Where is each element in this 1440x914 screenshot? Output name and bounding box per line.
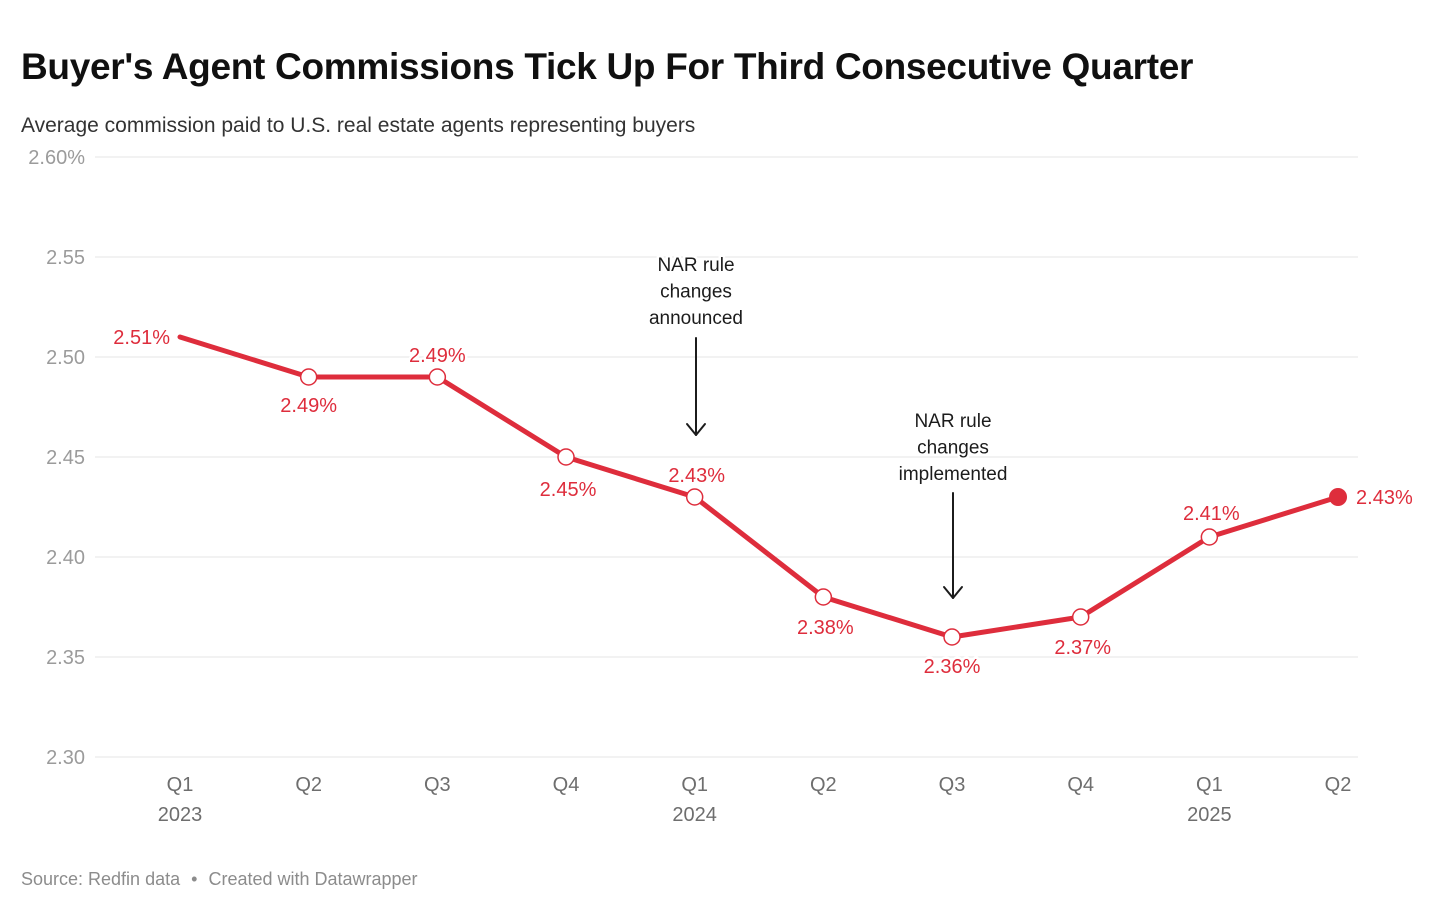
- data-point-label: 2.36%: [924, 656, 981, 678]
- y-axis-tick-label: 2.45: [46, 447, 85, 469]
- data-point-label: 2.43%: [668, 465, 725, 487]
- annotation-text: changes: [660, 282, 732, 303]
- x-axis-quarter-label: Q1: [167, 774, 194, 796]
- x-axis-year-label: 2025: [1187, 804, 1232, 826]
- page-title: Buyer's Agent Commissions Tick Up For Th…: [21, 45, 1194, 87]
- annotation-arrowhead: [943, 586, 963, 599]
- data-point-label: 2.51%: [113, 327, 170, 349]
- data-point-marker: [1200, 528, 1219, 546]
- data-point-label: 2.37%: [1054, 637, 1111, 659]
- annotation-text: announced: [649, 308, 743, 329]
- y-axis-tick-label: 2.35: [46, 647, 85, 669]
- page-subtitle: Average commission paid to U.S. real est…: [21, 114, 696, 137]
- footer-separator: •: [191, 869, 198, 889]
- x-axis-quarter-label: Q4: [553, 774, 580, 796]
- y-axis-tick-label: 2.30: [46, 747, 85, 769]
- x-axis-quarter-label: Q3: [424, 774, 451, 796]
- data-point-marker: [685, 488, 704, 506]
- x-axis-year-label: 2023: [158, 804, 203, 826]
- annotation-text: NAR rule: [914, 411, 991, 432]
- x-axis-quarter-label: Q2: [1325, 774, 1352, 796]
- data-point-marker: [557, 448, 575, 466]
- y-axis-tick-label: 2.50: [46, 347, 85, 369]
- data-point-marker: [299, 368, 318, 386]
- data-point-label: 2.38%: [797, 617, 854, 639]
- commission-trend-line: [177, 334, 1341, 640]
- footer-datawrapper-credit[interactable]: Created with Datawrapper: [208, 869, 418, 889]
- data-point-label: 2.49%: [409, 345, 466, 367]
- data-point-label: 2.41%: [1183, 503, 1240, 525]
- footer: Source: Redfin data • Created with Dataw…: [21, 869, 418, 890]
- x-axis-year-label: 2024: [672, 804, 717, 826]
- data-point-label: 2.45%: [540, 479, 597, 501]
- y-axis-tick-label: 2.55: [46, 247, 85, 269]
- footer-source-text: Source: Redfin data: [21, 869, 181, 889]
- annotation-arrowhead: [686, 423, 706, 436]
- x-axis-quarter-label: Q4: [1067, 774, 1094, 796]
- data-point-marker: [814, 588, 833, 606]
- y-axis-tick-label: 2.40: [46, 547, 85, 569]
- data-point-marker-filled: [1329, 488, 1348, 506]
- x-axis-quarter-label: Q1: [1196, 774, 1223, 796]
- data-point-label: 2.49%: [280, 395, 337, 417]
- annotation-text: NAR rule: [657, 255, 734, 276]
- x-axis-quarter-label: Q3: [939, 774, 966, 796]
- x-axis-quarter-label: Q1: [681, 774, 708, 796]
- y-axis-tick-label: 2.60%: [28, 147, 85, 169]
- data-point-marker: [943, 628, 961, 646]
- annotation-text: implemented: [899, 464, 1008, 485]
- x-axis-quarter-label: Q2: [810, 774, 837, 796]
- data-point-marker: [428, 368, 447, 386]
- data-point-marker: [1071, 608, 1090, 626]
- x-axis-quarter-label: Q2: [295, 774, 322, 796]
- annotation-text: changes: [917, 438, 989, 459]
- data-point-label: 2.43%: [1356, 487, 1413, 509]
